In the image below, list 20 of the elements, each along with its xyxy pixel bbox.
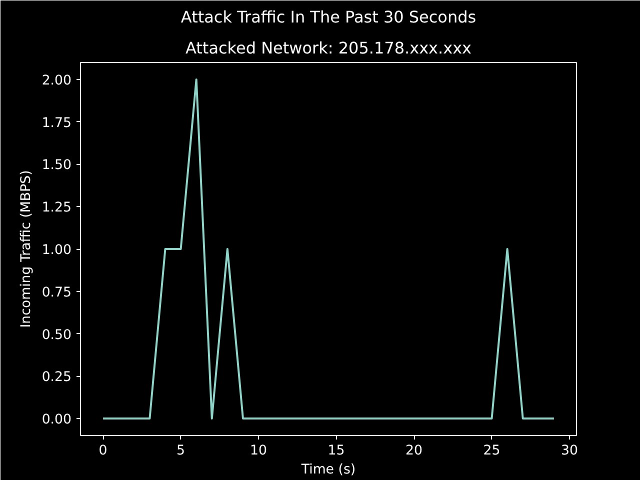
y-tick-label: 0.00 <box>42 412 72 428</box>
x-tick-label: 0 <box>98 444 108 458</box>
y-tick-label: 0.25 <box>42 370 72 386</box>
y-tick-label: 1.25 <box>42 200 72 216</box>
x-tick-label: 15 <box>328 444 345 458</box>
chart-title: Attack Traffic In The Past 30 Seconds <box>180 8 476 26</box>
x-axis-title: Time (s) <box>300 462 356 478</box>
chart-subtitle: Attacked Network: 205.178.xxx.xxx <box>185 38 472 58</box>
y-tick-label: 1.75 <box>42 116 72 131</box>
x-tick-label: 5 <box>176 444 186 458</box>
x-tick-label: 25 <box>483 444 500 458</box>
y-tick-label: 0.75 <box>42 285 72 300</box>
x-tick-label: 30 <box>561 444 578 458</box>
y-tick-label: 2.00 <box>42 73 72 88</box>
y-tick-label: 0.50 <box>42 328 72 343</box>
x-tick-label: 20 <box>406 444 423 458</box>
y-tick-label: 1.50 <box>42 158 72 174</box>
x-tick-label: 10 <box>250 444 268 458</box>
y-axis-title: Incoming Traffic (MBPS) <box>18 170 34 328</box>
y-tick-label: 1.00 <box>42 243 72 258</box>
